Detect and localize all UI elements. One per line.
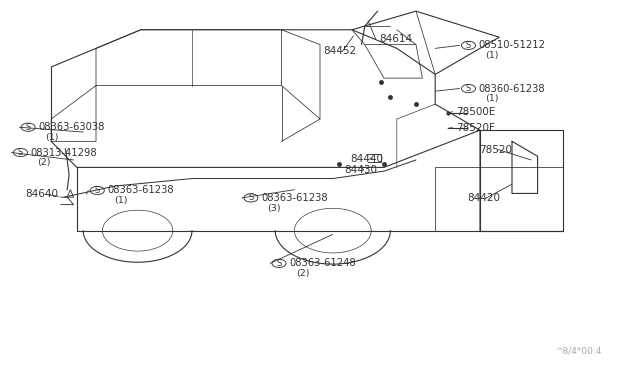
Text: 08363-61238: 08363-61238 xyxy=(108,186,174,195)
Text: (2): (2) xyxy=(37,158,51,167)
Text: S: S xyxy=(95,186,100,195)
Text: 08313-41298: 08313-41298 xyxy=(31,148,97,157)
Text: 08360-61238: 08360-61238 xyxy=(479,84,545,93)
Text: 08363-63038: 08363-63038 xyxy=(38,122,105,132)
Text: (1): (1) xyxy=(114,196,127,205)
Text: (1): (1) xyxy=(485,94,499,103)
Text: (1): (1) xyxy=(485,51,499,60)
Text: 08363-61248: 08363-61248 xyxy=(289,259,356,268)
Text: 84614: 84614 xyxy=(379,34,412,44)
Text: S: S xyxy=(248,193,253,202)
Text: (3): (3) xyxy=(268,204,281,213)
Text: 84420: 84420 xyxy=(467,193,500,203)
Text: S: S xyxy=(466,84,471,93)
Text: 78520F: 78520F xyxy=(456,123,495,132)
Text: (2): (2) xyxy=(296,269,309,278)
Text: (1): (1) xyxy=(45,133,58,142)
Text: 84440: 84440 xyxy=(351,154,384,164)
Text: 84452: 84452 xyxy=(323,46,356,56)
Text: S: S xyxy=(276,259,282,268)
Text: S: S xyxy=(18,148,23,157)
Text: 08510-51212: 08510-51212 xyxy=(479,41,546,50)
Text: S: S xyxy=(26,123,31,132)
Text: S: S xyxy=(466,41,471,50)
Text: ^8/4*00:4: ^8/4*00:4 xyxy=(556,346,602,355)
Text: 78500E: 78500E xyxy=(456,107,495,116)
Text: 84640: 84640 xyxy=(26,189,59,199)
Text: 84430: 84430 xyxy=(344,165,378,175)
Text: 08363-61238: 08363-61238 xyxy=(261,193,328,203)
Text: 78520: 78520 xyxy=(479,145,512,154)
